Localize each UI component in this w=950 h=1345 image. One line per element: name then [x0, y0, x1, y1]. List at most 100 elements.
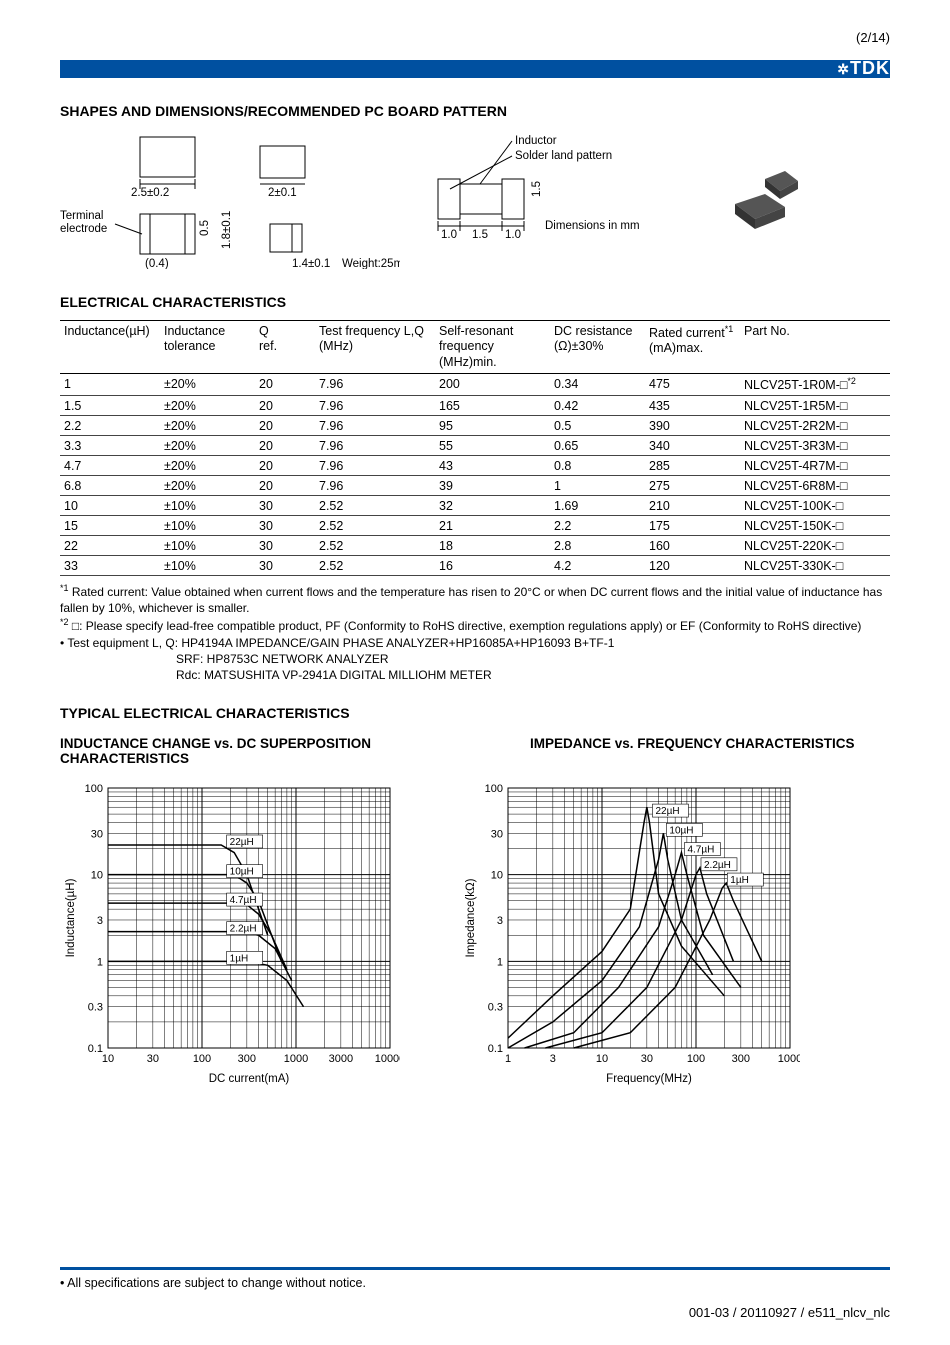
- svg-text:300: 300: [238, 1053, 256, 1065]
- table-cell: 0.8: [550, 456, 645, 476]
- col-header: Rated current*1(mA)max.: [645, 321, 740, 374]
- table-cell: 22: [60, 536, 160, 556]
- table-cell: 7.96: [315, 416, 435, 436]
- table-cell: 175: [645, 516, 740, 536]
- table-cell: 7.96: [315, 476, 435, 496]
- svg-text:100: 100: [85, 783, 103, 795]
- table-cell: 0.65: [550, 436, 645, 456]
- table-cell: ±10%: [160, 556, 255, 576]
- table-cell: 1.69: [550, 496, 645, 516]
- table-cell: 2.52: [315, 496, 435, 516]
- svg-text:30: 30: [641, 1053, 653, 1065]
- svg-text:1: 1: [97, 956, 103, 968]
- land-dh: 1.5: [531, 181, 543, 197]
- table-cell: 2.2: [550, 516, 645, 536]
- table-cell: 2.2: [60, 416, 160, 436]
- land-d3: 1.0: [505, 229, 521, 241]
- component-3d-icon: [690, 129, 810, 249]
- table-cell: 20: [255, 416, 315, 436]
- section-shapes-title: SHAPES AND DIMENSIONS/RECOMMENDED PC BOA…: [60, 103, 890, 119]
- table-cell: 4.2: [550, 556, 645, 576]
- svg-text:30: 30: [91, 828, 103, 840]
- table-cell: 7.96: [315, 396, 435, 416]
- tdk-logo: ✲TDK: [837, 58, 890, 79]
- table-row: 2.2±20%207.96950.5390NLCV25T-2R2M-□: [60, 416, 890, 436]
- table-cell: 0.34: [550, 373, 645, 395]
- svg-text:3000: 3000: [329, 1053, 353, 1065]
- table-cell: NLCV25T-100K-□: [740, 496, 890, 516]
- chart2-title: IMPEDANCE vs. FREQUENCY CHARACTERISTICS: [530, 736, 890, 766]
- svg-text:1000: 1000: [284, 1053, 308, 1065]
- land-d2: 1.5: [472, 229, 488, 241]
- svg-text:4.7µH: 4.7µH: [230, 895, 257, 906]
- table-cell: NLCV25T-3R3M-□: [740, 436, 890, 456]
- table-cell: 18: [435, 536, 550, 556]
- table-cell: 0.42: [550, 396, 645, 416]
- notes-block: *1 Rated current: Value obtained when cu…: [60, 582, 890, 683]
- table-cell: 2.52: [315, 556, 435, 576]
- table-row: 1.5±20%207.961650.42435NLCV25T-1R5M-□: [60, 396, 890, 416]
- table-cell: ±10%: [160, 536, 255, 556]
- note1-text: Rated current: Value obtained when curre…: [60, 585, 882, 615]
- dim-pad-in: (0.4): [145, 258, 169, 269]
- note2-text: □: Please specify lead-free compatible p…: [72, 619, 862, 633]
- section-elchar-title: ELECTRICAL CHARACTERISTICS: [60, 294, 890, 310]
- table-cell: 15: [60, 516, 160, 536]
- svg-text:DC current(mA): DC current(mA): [209, 1073, 290, 1085]
- table-cell: ±20%: [160, 456, 255, 476]
- svg-text:0.1: 0.1: [488, 1043, 503, 1055]
- table-cell: NLCV25T-6R8M-□: [740, 476, 890, 496]
- table-cell: 2.8: [550, 536, 645, 556]
- table-cell: 20: [255, 456, 315, 476]
- note2-sup: *2: [60, 617, 69, 627]
- shapes-diagrams-row: 2.5±0.2 2±0.1 (0.4) Terminal electrode 0…: [60, 129, 890, 269]
- table-cell: 7.96: [315, 373, 435, 395]
- table-cell: 200: [435, 373, 550, 395]
- table-cell: 20: [255, 373, 315, 395]
- col-header: Inductancetolerance: [160, 321, 255, 374]
- table-cell: ±20%: [160, 436, 255, 456]
- svg-text:10µH: 10µH: [669, 825, 693, 836]
- svg-text:1: 1: [505, 1053, 511, 1065]
- table-cell: 2.52: [315, 516, 435, 536]
- table-cell: 39: [435, 476, 550, 496]
- svg-text:0.3: 0.3: [488, 1002, 503, 1014]
- svg-text:10: 10: [91, 870, 103, 882]
- table-cell: NLCV25T-1R5M-□: [740, 396, 890, 416]
- test-eq-2: SRF: HP8753C NETWORK ANALYZER: [60, 651, 890, 667]
- table-cell: 20: [255, 436, 315, 456]
- dim-width: 2.5±0.2: [131, 187, 169, 199]
- dim-thick: 1.8±0.1: [221, 211, 233, 249]
- table-cell: 390: [645, 416, 740, 436]
- shape-dimension-diagram: 2.5±0.2 2±0.1 (0.4) Terminal electrode 0…: [60, 129, 400, 269]
- table-cell: NLCV25T-150K-□: [740, 516, 890, 536]
- svg-text:Impedance(kΩ): Impedance(kΩ): [465, 879, 477, 958]
- svg-text:1µH: 1µH: [730, 875, 749, 886]
- col-header: Part No.: [740, 321, 890, 374]
- test-eq-3: Rdc: MATSUSHITA VP-2941A DIGITAL MILLIOH…: [60, 667, 890, 683]
- svg-text:1000: 1000: [778, 1053, 800, 1065]
- terminal-electrode-label: Terminal: [60, 210, 103, 222]
- svg-text:0.3: 0.3: [88, 1002, 103, 1014]
- col-header: Test frequency L,Q(MHz): [315, 321, 435, 374]
- table-cell: NLCV25T-330K-□: [740, 556, 890, 576]
- table-cell: 435: [645, 396, 740, 416]
- table-cell: 16: [435, 556, 550, 576]
- svg-text:3: 3: [497, 915, 503, 927]
- solder-label: Solder land pattern: [515, 150, 612, 162]
- table-cell: NLCV25T-2R2M-□: [740, 416, 890, 436]
- table-row: 22±10%302.52182.8160NLCV25T-220K-□: [60, 536, 890, 556]
- svg-text:30: 30: [147, 1053, 159, 1065]
- table-cell: 1: [60, 373, 160, 395]
- table-cell: 165: [435, 396, 550, 416]
- svg-text:10: 10: [491, 870, 503, 882]
- table-cell: 32: [435, 496, 550, 516]
- svg-text:1µH: 1µH: [230, 953, 249, 964]
- svg-text:1: 1: [497, 956, 503, 968]
- table-cell: ±10%: [160, 496, 255, 516]
- land-d1: 1.0: [441, 229, 457, 241]
- table-cell: 3.3: [60, 436, 160, 456]
- svg-text:22µH: 22µH: [230, 837, 254, 848]
- chart1-title: INDUCTANCE CHANGE vs. DC SUPERPOSITION C…: [60, 736, 420, 766]
- dim-caption: Dimensions in mm: [545, 220, 640, 232]
